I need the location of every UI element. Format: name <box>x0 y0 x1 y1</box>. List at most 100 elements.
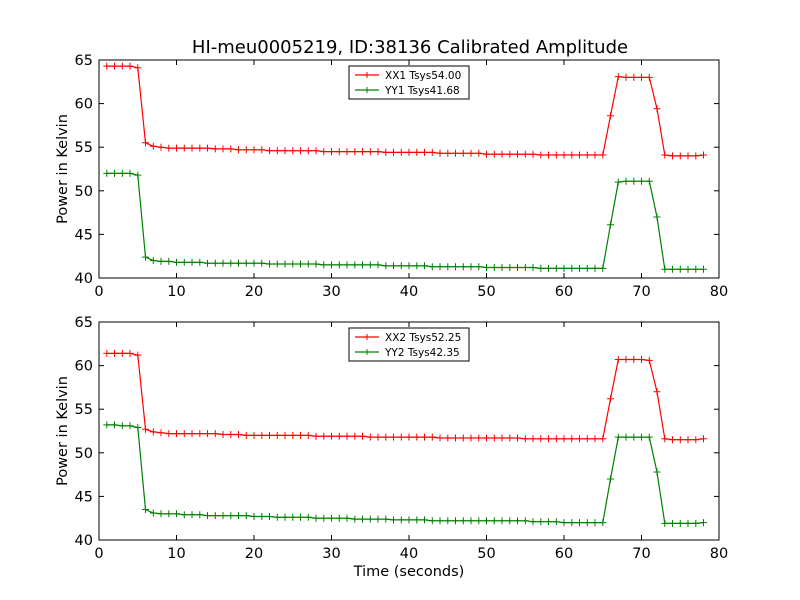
legend-entry: XX1 Tsys54.00 <box>385 70 461 82</box>
data-point <box>157 510 165 518</box>
x-tick-label: 20 <box>245 546 263 562</box>
data-point <box>405 148 413 156</box>
legend-box <box>348 327 470 362</box>
data-point <box>506 264 514 271</box>
data-point <box>281 431 289 439</box>
data-point <box>459 434 467 442</box>
data-point <box>359 261 366 269</box>
data-point <box>126 349 134 357</box>
data-point <box>700 519 707 527</box>
y-axis-label: Power in Kelvin <box>55 376 71 486</box>
data-point <box>436 434 444 442</box>
legend-marker <box>364 72 370 78</box>
data-point <box>669 519 676 527</box>
y-tick-label: 60 <box>75 359 93 375</box>
data-point <box>653 213 661 221</box>
data-point <box>235 259 242 267</box>
data-point <box>103 169 111 177</box>
data-point <box>235 431 242 438</box>
data-point <box>498 264 506 271</box>
data-point <box>134 424 142 431</box>
data-point <box>661 265 669 273</box>
data-point <box>413 148 421 156</box>
data-point <box>483 517 490 525</box>
data-point <box>266 431 273 439</box>
data-point <box>560 435 568 443</box>
data-point <box>250 259 258 267</box>
x-tick-label: 10 <box>167 546 185 562</box>
data-point <box>242 146 250 154</box>
data-point <box>390 262 397 270</box>
data-point <box>622 356 630 363</box>
data-point <box>436 263 444 271</box>
data-point <box>118 62 126 70</box>
data-point <box>180 258 188 266</box>
x-tick-label: 10 <box>167 284 185 300</box>
data-point <box>266 513 273 520</box>
data-point <box>297 147 304 155</box>
data-point <box>676 436 684 444</box>
data-point <box>413 516 421 524</box>
data-point <box>397 516 405 524</box>
data-point <box>273 431 281 439</box>
data-point <box>289 147 297 155</box>
data-point <box>514 517 521 525</box>
data-point <box>529 264 537 271</box>
data-point <box>514 264 521 271</box>
data-point <box>250 146 258 154</box>
data-point <box>258 146 266 154</box>
data-point <box>537 518 545 526</box>
data-point <box>622 177 630 185</box>
data-point <box>103 62 111 70</box>
data-point <box>444 149 452 157</box>
data-point <box>467 149 475 157</box>
data-point <box>591 435 599 443</box>
legend-entry: YY1 Tsys41.68 <box>384 85 460 97</box>
data-point <box>211 259 219 267</box>
legend-marker <box>364 349 370 355</box>
data-point <box>180 511 188 519</box>
data-point <box>227 259 235 267</box>
data-point <box>568 151 576 159</box>
data-point <box>242 512 250 520</box>
data-point <box>390 433 397 441</box>
data-point <box>700 151 707 159</box>
data-point <box>421 262 428 270</box>
data-point <box>188 144 196 152</box>
data-point <box>475 263 483 271</box>
data-point <box>235 512 242 520</box>
data-point <box>343 432 351 440</box>
data-point <box>258 431 266 439</box>
x-tick-label: 50 <box>477 284 495 300</box>
data-point <box>576 264 583 272</box>
data-point <box>529 518 537 526</box>
data-point <box>452 517 459 525</box>
data-point <box>436 149 444 157</box>
data-point <box>475 517 483 525</box>
data-point <box>126 62 134 70</box>
data-point <box>142 506 149 513</box>
x-tick-label: 60 <box>555 284 573 300</box>
y-tick-label: 55 <box>75 140 93 156</box>
data-point <box>281 147 289 155</box>
legend-box <box>348 65 470 100</box>
data-point <box>297 513 304 521</box>
data-point <box>576 151 583 159</box>
data-point <box>661 519 669 527</box>
data-point <box>607 221 614 229</box>
data-point <box>583 264 591 272</box>
data-point <box>397 148 405 156</box>
chart-title: HI-meu0005219, ID:38136 Calibrated Ampli… <box>192 37 628 58</box>
data-point <box>467 263 475 271</box>
data-point <box>676 265 684 273</box>
data-point <box>498 434 506 442</box>
data-point <box>149 257 157 265</box>
data-point <box>111 169 118 177</box>
data-point <box>281 513 289 521</box>
data-point <box>204 430 211 438</box>
data-point <box>366 148 374 156</box>
data-point <box>126 169 134 177</box>
data-point <box>103 349 111 357</box>
data-point <box>607 112 614 120</box>
data-point <box>204 144 211 152</box>
